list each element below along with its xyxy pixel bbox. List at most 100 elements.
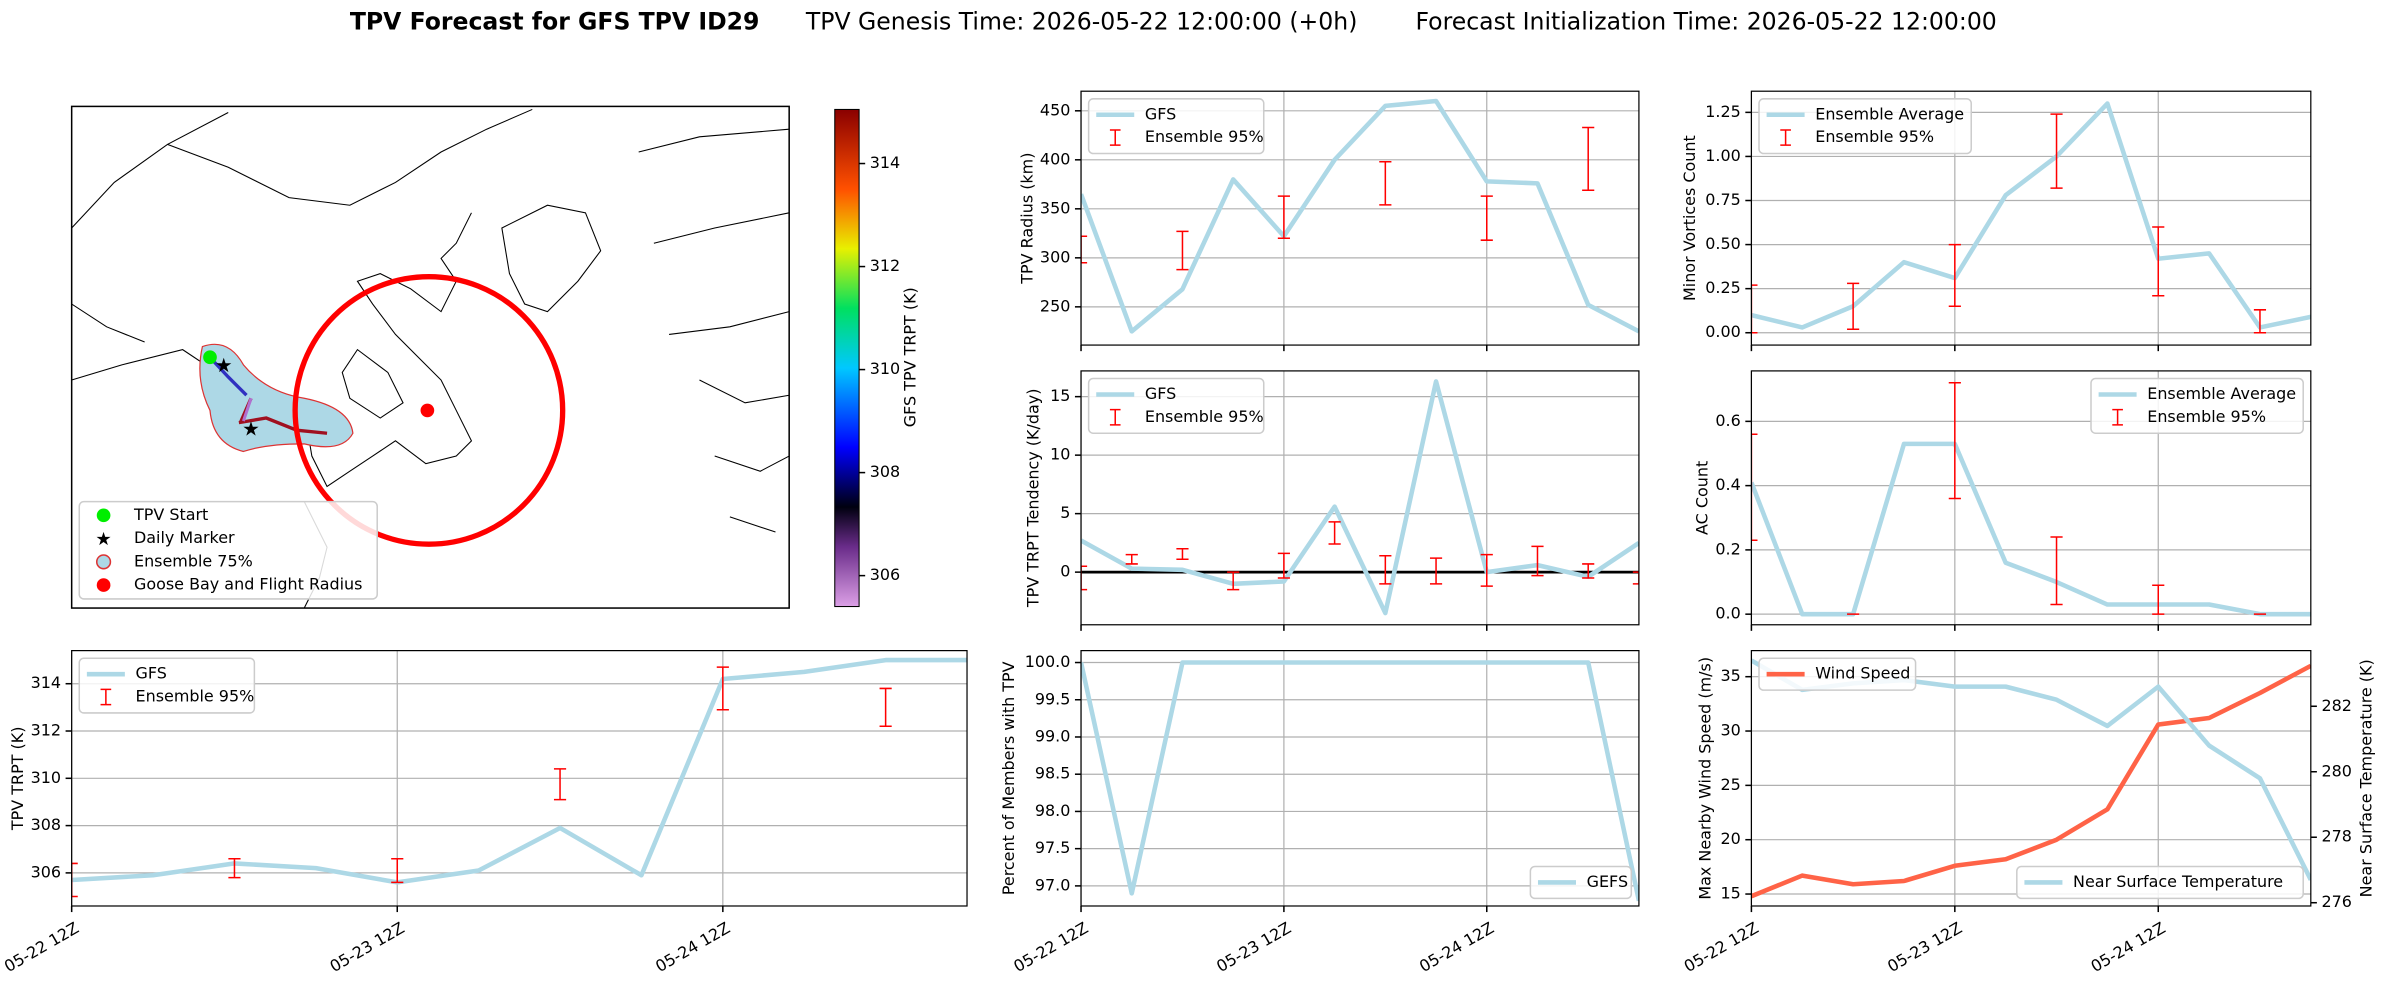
legend-label: Ensemble Average [2147,384,2296,403]
error-bar [1176,547,1189,561]
title-init: Forecast Initialization Time: 2026-05-22… [1415,7,1996,35]
y-axis-label: TPV TRPT Tendency (K/day) [1023,389,1042,609]
legend-label: GFS [136,664,167,683]
x-tick-label: 05-22 12Z [1681,918,1762,976]
series-line [71,657,968,885]
y-tick-label: 25 [1720,775,1740,794]
legend [1758,657,1917,691]
error-bar [1277,195,1290,239]
map-overlays: ★ ★ [199,274,566,547]
error-bar [1429,557,1443,585]
error-bar [1582,563,1595,579]
plot-frame [1750,370,2312,626]
y-axis-label: Max Nearby Wind Speed (m/s) [1695,657,1714,900]
y-tick-label: 308 [31,815,61,834]
track [242,397,253,422]
legend-label: Near Surface Temperature [2073,872,2283,891]
legend-swatch [1780,129,1791,146]
error-bar [391,857,404,884]
flight-radius [292,274,566,547]
legend-label: TPV Start [133,505,208,524]
plot-content [71,657,968,898]
error-bar [1081,235,1088,264]
colorbar [834,108,860,608]
plot-content [1751,101,2311,334]
x-tick-label: 05-24 12Z [1416,918,1497,976]
legend-label: Ensemble 75% [134,551,253,570]
y2-axis-label: Near Surface Temperature (K) [2357,659,2376,897]
error-bar [1125,553,1138,565]
legend-marker: ★ [95,529,111,550]
plot-frame [1080,90,1640,346]
x-tick-label: 05-23 12Z [1884,918,1965,976]
plot-frame [1080,650,1640,907]
panel: 0.00 0.25 0.50 0.75 1.00 1.25 Minor Vortices C… [1680,90,2312,352]
y-tick-label: 278 [2321,827,2351,846]
y-tick-label: 300 [1040,247,1070,266]
map-legend [78,500,378,600]
error-bar [1847,282,1860,330]
y-axis-label: AC Count [1692,461,1711,535]
plot-content [1751,382,2311,617]
legend-swatch [100,688,112,706]
panel: 250 300 350 400 450 TPV Radius (km) GFS Ensembl… [1017,90,1640,352]
legend-label: GEFS [1587,872,1628,891]
track [207,354,248,397]
y-tick-label: 15 [1720,884,1740,903]
y-tick-label: 97.0 [1035,875,1071,894]
y-tick-label: 0 [1060,562,1070,581]
ensemble-area [199,343,354,453]
legend-label: Ensemble 95% [1145,127,1264,146]
series-line [1081,379,1639,616]
legend [2016,865,2304,900]
legend [2090,377,2304,434]
y-tick-label: 314 [31,673,61,692]
panel: 05-22 12Z 05-23 12Z 05-24 12Z 15 20 25 30 35 276… [1681,650,2376,976]
y-tick-label: 310 [31,768,61,787]
y-tick-label: 0.25 [1705,278,1741,297]
legend-label: Ensemble 95% [1815,127,1934,146]
error-bar [2253,309,2267,334]
x-tick-label: 05-24 12Z [2087,918,2168,976]
series-line [1081,98,1639,334]
y-tick-label: 1.25 [1705,102,1741,121]
daily-marker: ★ [215,354,233,377]
error-bar [2050,536,2063,606]
error-bar [1277,552,1290,579]
x-tick-label: 05-22 12Z [1010,918,1091,976]
error-bar [716,666,729,711]
error-bar [1948,243,1961,308]
y-tick-label: 99.5 [1035,689,1071,708]
y-axis-label: TPV TRPT (K) [8,727,27,832]
panel: 0 5 10 15 TPV TRPT Tendency (K/day) GFS Ensemb… [1023,370,1640,631]
legend-label: GFS [1145,104,1176,123]
error-bar [1480,195,1493,241]
y-tick-label: 280 [2321,761,2351,780]
error-bar [2152,584,2165,615]
legend-marker [96,578,111,592]
x-tick-label: 05-23 12Z [1213,918,1294,976]
y-tick-label: 282 [2321,696,2351,715]
y-axis-label: Minor Vortices Count [1680,135,1699,301]
colorbar-tick-label: 310 [870,359,900,378]
error-bar [1751,433,1758,542]
y-tick-label: 15 [1050,386,1070,405]
y-tick-label: 100.0 [1025,652,1071,671]
series-line [1751,101,2311,330]
error-bar [1480,553,1493,587]
y-tick-label: 250 [1040,296,1070,315]
plot-frame [1750,650,2312,907]
error-bar [1632,571,1639,585]
legend-swatch [2112,408,2123,426]
y-tick-label: 312 [31,721,61,740]
error-bar [1379,554,1392,585]
plot-content [1081,98,1639,334]
y-tick-label: 0.4 [1715,475,1740,494]
series-line [1081,660,1639,902]
colorbar-tick-label: 306 [870,565,900,584]
title-genesis: TPV Genesis Time: 2026-05-22 12:00:00 (+… [805,7,1358,35]
error-bar [1948,382,1961,500]
y-tick-label: 276 [2321,892,2351,911]
plot-content [1081,379,1639,616]
